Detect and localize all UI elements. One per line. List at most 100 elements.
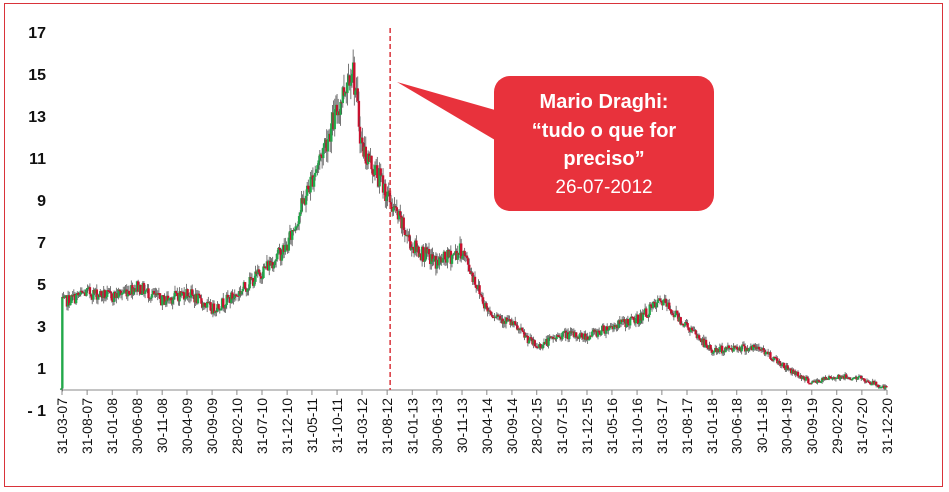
candle-body bbox=[631, 316, 634, 318]
candle-body bbox=[257, 269, 261, 273]
candle-body bbox=[261, 278, 264, 280]
candle-body bbox=[469, 271, 472, 275]
candle-body bbox=[839, 376, 842, 380]
candle-body bbox=[330, 123, 333, 142]
candle-body bbox=[69, 303, 72, 306]
candle-body bbox=[166, 295, 170, 301]
candle-body bbox=[697, 335, 701, 339]
candle-body bbox=[300, 198, 303, 213]
candle-body bbox=[646, 316, 649, 318]
candle-body bbox=[103, 290, 107, 299]
candle-body bbox=[427, 248, 431, 255]
candle-body bbox=[580, 333, 584, 338]
candle-body bbox=[145, 290, 148, 292]
candle-body bbox=[386, 191, 389, 197]
candle-body bbox=[109, 291, 112, 294]
candle-body bbox=[71, 295, 74, 297]
candle-body bbox=[489, 311, 493, 315]
candle-body bbox=[307, 185, 310, 190]
candle-body bbox=[465, 255, 469, 259]
candle-body bbox=[284, 245, 287, 252]
candle-body bbox=[315, 169, 318, 173]
candle-body bbox=[740, 345, 743, 352]
candle-body bbox=[192, 294, 195, 297]
candle-body bbox=[423, 260, 426, 262]
candle-body bbox=[357, 100, 361, 127]
candle-body bbox=[802, 376, 805, 378]
x-tick-label: 30-09-19 bbox=[804, 398, 820, 454]
candle-body bbox=[704, 339, 708, 346]
candle-body bbox=[342, 87, 346, 96]
candle-body bbox=[568, 333, 571, 340]
candle-body bbox=[262, 266, 265, 279]
y-tick-label: 5 bbox=[37, 277, 46, 294]
x-tick-label: 30-06-08 bbox=[129, 398, 145, 454]
candle-body bbox=[123, 290, 126, 293]
candle-body bbox=[880, 386, 884, 388]
candle-body bbox=[660, 300, 663, 302]
candle-body bbox=[417, 246, 420, 257]
candle-body bbox=[778, 360, 781, 364]
candle-body bbox=[309, 176, 312, 193]
candle-body bbox=[318, 154, 322, 161]
candle-body bbox=[378, 168, 381, 187]
candle-body bbox=[645, 308, 648, 317]
callout-box bbox=[494, 76, 714, 211]
callout-line1: Mario Draghi: bbox=[540, 91, 669, 113]
candle-body bbox=[712, 350, 716, 353]
candle-body bbox=[143, 290, 147, 294]
candle-body bbox=[496, 314, 500, 317]
candle-body bbox=[687, 327, 690, 331]
candle-body bbox=[222, 298, 225, 308]
y-tick-label: 11 bbox=[29, 151, 46, 168]
x-tick-label: 30-06-13 bbox=[429, 398, 445, 454]
candle-body bbox=[488, 310, 492, 312]
candle-body bbox=[480, 295, 484, 298]
candle-body bbox=[735, 346, 739, 349]
candle-body bbox=[142, 283, 146, 294]
candle-body bbox=[607, 329, 610, 331]
x-tick-label: 29-02-20 bbox=[829, 398, 845, 454]
candle-body bbox=[128, 294, 132, 296]
candle-body bbox=[117, 289, 120, 298]
y-tick-label: 13 bbox=[28, 109, 46, 126]
x-tick-label: 31-03-12 bbox=[354, 398, 370, 454]
candle-body bbox=[178, 291, 181, 302]
candle-body bbox=[79, 290, 82, 295]
candle-body bbox=[171, 299, 174, 304]
candle-body bbox=[186, 289, 189, 297]
x-tick-label: 30-09-09 bbox=[204, 398, 220, 454]
candle-body bbox=[720, 345, 724, 354]
candle-body bbox=[280, 254, 284, 261]
candle-body bbox=[682, 325, 686, 327]
candle-body bbox=[783, 362, 786, 369]
candle-body bbox=[233, 294, 236, 298]
candle-body bbox=[522, 330, 525, 333]
candle-body bbox=[276, 253, 279, 260]
candle-body bbox=[884, 386, 887, 389]
candle-body bbox=[150, 294, 154, 298]
candle-body bbox=[588, 335, 592, 340]
candle-body bbox=[96, 294, 100, 300]
candle-body bbox=[679, 317, 682, 325]
x-tick-label: 31-01-18 bbox=[704, 398, 720, 454]
candle-body bbox=[860, 375, 863, 379]
x-tick-label: 30-04-09 bbox=[179, 398, 195, 454]
candle-body bbox=[358, 126, 362, 144]
candle-body bbox=[158, 293, 162, 299]
x-tick-label: 31-07-20 bbox=[854, 398, 870, 454]
candle-body bbox=[664, 298, 668, 304]
candle-body bbox=[816, 380, 819, 383]
candle-body bbox=[637, 314, 640, 325]
candle-body bbox=[259, 276, 263, 279]
candle-body bbox=[295, 226, 299, 228]
candle-body bbox=[348, 75, 351, 86]
candle-body bbox=[322, 147, 325, 159]
candle-body bbox=[608, 325, 611, 330]
candle-body bbox=[118, 289, 122, 291]
candle-body bbox=[200, 298, 203, 304]
candle-body bbox=[694, 330, 697, 335]
candle-body bbox=[104, 296, 108, 299]
candle-body bbox=[163, 296, 166, 305]
candle-body bbox=[231, 292, 234, 300]
